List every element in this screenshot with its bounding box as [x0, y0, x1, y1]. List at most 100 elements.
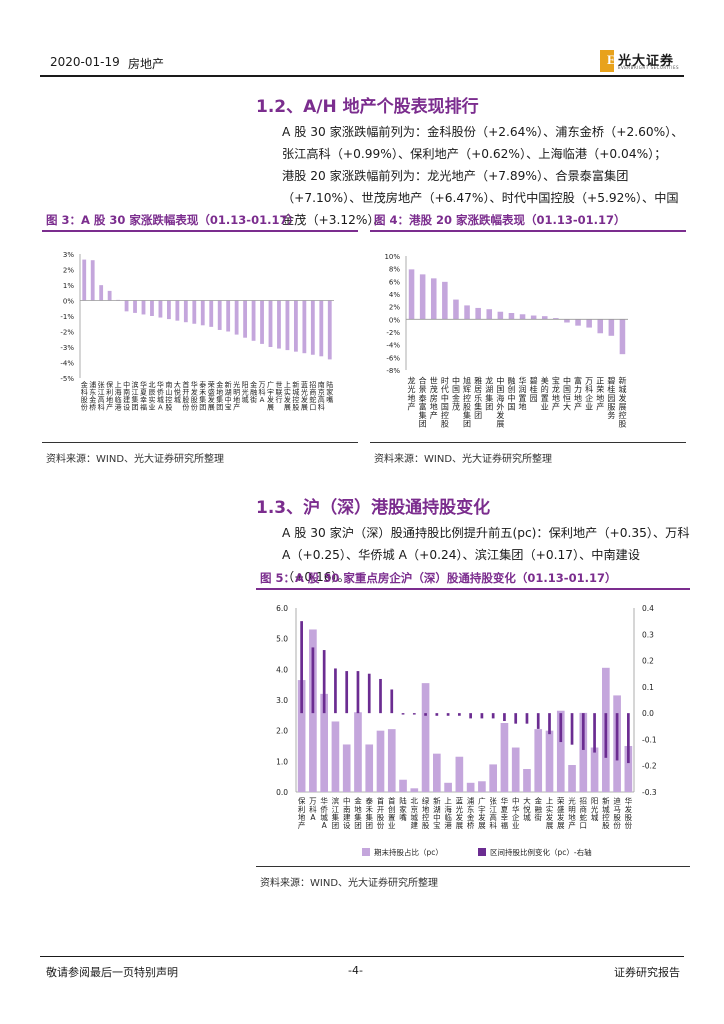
svg-text:世: 世 — [430, 376, 438, 386]
x-tick-label: 时代中国控股 — [441, 376, 449, 429]
svg-text:融: 融 — [507, 376, 515, 386]
svg-text:产: 产 — [298, 820, 306, 830]
svg-text:盛: 盛 — [208, 387, 215, 396]
svg-text:侨: 侨 — [320, 804, 328, 814]
bar — [285, 300, 290, 351]
svg-text:滨: 滨 — [132, 380, 139, 389]
bar — [234, 300, 239, 335]
x-tick-label: 张江高科 — [98, 380, 105, 412]
holding-bar — [421, 683, 430, 792]
svg-text:泰: 泰 — [365, 796, 373, 806]
svg-text:团: 团 — [332, 821, 340, 830]
svg-text:金: 金 — [250, 380, 257, 389]
legend-label-change: 区间持股比例变化（pc）-右轴 — [490, 847, 592, 857]
svg-text:光: 光 — [301, 387, 308, 396]
svg-text:龙: 龙 — [485, 376, 493, 386]
company-logo: E 光大证券 EVERBRIGHT SECURITIES — [596, 50, 688, 72]
holding-bar — [387, 729, 396, 792]
svg-text:地: 地 — [298, 812, 306, 822]
figure-3-source: 资料来源：WIND、光大证券研究所整理 — [46, 454, 225, 465]
svg-text:科: 科 — [318, 403, 325, 412]
svg-text:京: 京 — [411, 804, 419, 814]
bar — [319, 300, 324, 357]
svg-text:发: 发 — [618, 393, 626, 403]
holding-bar — [556, 710, 565, 792]
y-left-tick-label: 5.0 — [276, 635, 288, 644]
svg-text:江: 江 — [98, 388, 105, 396]
holding-bar — [433, 753, 441, 792]
svg-text:广: 广 — [267, 380, 274, 389]
svg-text:口: 口 — [580, 821, 588, 830]
holding-bar — [376, 730, 385, 792]
svg-text:股: 股 — [292, 404, 299, 412]
x-tick-label: 世茂房地产 — [430, 376, 438, 420]
svg-text:科: 科 — [585, 384, 593, 394]
change-bar — [300, 621, 303, 714]
change-bar — [491, 713, 495, 719]
svg-text:利: 利 — [106, 387, 113, 396]
change-bar — [356, 671, 360, 714]
figure-3-chart: 3%2%1%0%-1%-2%-3%-4%-5%金科股份浦东金桥张江高科保利地产上… — [60, 251, 334, 412]
svg-text:团: 团 — [216, 404, 223, 412]
svg-text:广: 广 — [478, 796, 486, 806]
svg-text:泰: 泰 — [419, 393, 427, 403]
svg-text:茂: 茂 — [430, 384, 438, 394]
figure-5-top-rule — [256, 588, 690, 590]
svg-text:科: 科 — [98, 403, 105, 412]
svg-text:景: 景 — [419, 385, 427, 394]
svg-text:桥: 桥 — [89, 403, 96, 412]
svg-text:湖: 湖 — [225, 387, 232, 396]
svg-text:集: 集 — [199, 395, 206, 404]
svg-text:股: 股 — [625, 813, 633, 822]
y-tick-label: -6% — [386, 354, 400, 362]
x-tick-label: 张江高科 — [489, 797, 497, 831]
figure-4-top-rule — [370, 230, 686, 232]
change-bar — [525, 713, 529, 724]
svg-text:房: 房 — [430, 393, 438, 403]
svg-text:首: 首 — [377, 796, 385, 806]
svg-text:发: 发 — [267, 395, 274, 404]
svg-text:雅: 雅 — [474, 376, 482, 386]
svg-text:蓝: 蓝 — [456, 796, 464, 806]
svg-text:首: 首 — [182, 380, 189, 389]
x-tick-label: 金科股份 — [81, 380, 88, 412]
svg-text:展: 展 — [546, 821, 554, 830]
svg-text:团: 团 — [365, 821, 373, 830]
svg-text:盛: 盛 — [557, 804, 565, 814]
svg-text:合: 合 — [419, 376, 427, 386]
svg-text:园: 园 — [607, 394, 615, 403]
change-bar — [615, 713, 619, 761]
svg-text:产: 产 — [568, 820, 576, 830]
y-left-tick-label: 4.0 — [276, 665, 288, 674]
svg-text:桂: 桂 — [530, 384, 538, 394]
y-tick-label: -2% — [386, 329, 400, 337]
svg-text:发: 发 — [191, 387, 198, 396]
figure-3-bottom-rule — [42, 442, 358, 443]
change-bar — [424, 713, 427, 716]
bar — [260, 300, 264, 344]
svg-text:发: 发 — [546, 812, 554, 822]
section-title-1-3: 1.3、沪（深）港股通持股变化 — [256, 498, 491, 518]
svg-text:建: 建 — [411, 820, 419, 830]
svg-text:集: 集 — [365, 812, 373, 822]
x-tick-label: 浦东金桥 — [467, 796, 475, 831]
svg-text:宝: 宝 — [433, 820, 441, 830]
svg-text:展: 展 — [496, 420, 504, 429]
bar — [530, 315, 537, 320]
x-tick-label: 中国金茂 — [452, 376, 460, 412]
x-tick-label: 龙光地产 — [408, 376, 416, 412]
svg-text:中: 中 — [496, 376, 504, 386]
svg-text:中: 中 — [452, 376, 460, 386]
svg-text:力: 力 — [574, 384, 582, 394]
y-tick-label: 0% — [63, 298, 74, 306]
x-tick-label: 陆家嘴 — [399, 796, 407, 822]
svg-text:发: 发 — [301, 395, 308, 404]
svg-text:商: 商 — [580, 804, 588, 814]
svg-text:辰: 辰 — [148, 388, 155, 396]
holding-bar — [478, 781, 486, 792]
